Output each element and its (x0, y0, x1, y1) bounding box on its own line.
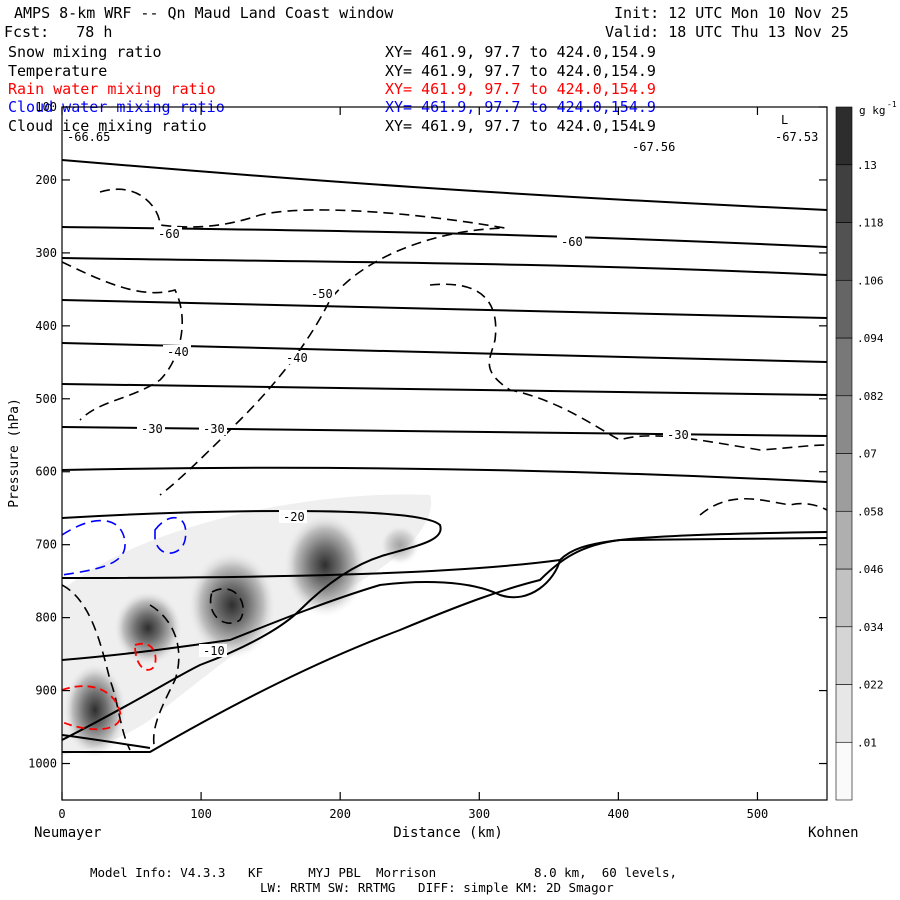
field-temperature-xy: XY= 461.9, 97.7 to 424.0,154.9 (385, 62, 656, 80)
y-tick-label: 900 (35, 684, 57, 698)
colorbar-unit: g kg (859, 104, 886, 117)
colorbar-label: .022 (857, 679, 884, 692)
colorbar-label: .046 (857, 563, 884, 576)
isotherm-label: -60 (158, 227, 180, 241)
colorbar: .01 .022 .034 .046 .058 .07 .082 .094 .106 .118 .1… (835, 106, 884, 801)
isotherm-label: -50 (311, 287, 333, 301)
y-tick-label: 500 (35, 392, 57, 406)
x-axis: 0 100 200 300 400 500 (58, 107, 768, 821)
x-tick-label: 0 (58, 807, 65, 821)
x-endpoint-right: Kohnen (808, 825, 859, 841)
colorbar-swatch (835, 106, 853, 166)
colorbar-swatch (835, 279, 853, 339)
isotherm-label: -60 (561, 235, 583, 249)
field-rain-xy: XY= 461.9, 97.7 to 424.0,154.9 (385, 80, 656, 98)
low-value: -67.53 (775, 130, 818, 144)
field-temperature: Temperature (8, 62, 108, 80)
colorbar-unit-exponent: -1 (887, 100, 897, 109)
plot-frame (61, 106, 828, 801)
colorbar-swatch (835, 164, 853, 223)
colorbar-swatch (835, 568, 853, 628)
cloud-ice-contours (62, 188, 827, 751)
isotherm-label: -40 (286, 351, 308, 365)
colorbar-label: .13 (857, 159, 877, 172)
field-snow-xy: XY= 461.9, 97.7 to 424.0,154.9 (385, 43, 656, 61)
colorbar-swatch (835, 395, 853, 454)
colorbar-swatch (835, 626, 853, 685)
colorbar-label: .082 (857, 390, 884, 403)
low-letter: L (781, 113, 788, 127)
x-axis-title: Distance (km) (393, 825, 503, 841)
chart-title: AMPS 8-km WRF -- Qn Maud Land Coast wind… (14, 4, 394, 22)
x-tick-label: 400 (608, 807, 630, 821)
x-endpoint-left: Neumayer (34, 825, 101, 841)
colorbar-swatch (835, 741, 853, 801)
colorbar-label: .034 (857, 621, 884, 634)
x-tick-label: 100 (190, 807, 212, 821)
y-axis-title: Pressure (hPa) (7, 398, 22, 508)
x-tick-label: 200 (329, 807, 351, 821)
isotherm-label: -30 (141, 422, 163, 436)
colorbar-label: .106 (857, 274, 884, 287)
x-tick-label: 500 (747, 807, 769, 821)
rain-water-contours (62, 642, 157, 731)
y-tick-label: 200 (35, 173, 57, 187)
colorbar-swatch (835, 684, 853, 743)
isotherm-label: -30 (667, 428, 689, 442)
terrain-profile (62, 537, 827, 753)
y-tick-label: 300 (35, 246, 57, 260)
colorbar-swatch (835, 510, 853, 570)
snow-mixing-ratio-shading (63, 513, 420, 758)
valid-time: Valid: 18 UTC Thu 13 Nov 25 (605, 23, 849, 41)
colorbar-label: .07 (857, 448, 877, 461)
y-tick-label: 700 (35, 538, 57, 552)
field-snow: Snow mixing ratio (8, 43, 162, 61)
colorbar-label: .01 (857, 736, 877, 749)
isotherm-label: -20 (283, 510, 305, 524)
snow-envelope (62, 494, 432, 755)
init-time: Init: 12 UTC Mon 10 Nov 25 (614, 4, 849, 22)
model-info-line2: LW: RRTM SW: RRTMG DIFF: simple KM: 2D S… (260, 880, 614, 895)
cloud-water-contours (62, 516, 187, 576)
isotherm-label: -10 (203, 644, 225, 658)
x-tick-label: 300 (468, 807, 490, 821)
colorbar-swatch (835, 337, 853, 397)
snow-blob (283, 513, 367, 617)
isotherm-label: -40 (167, 345, 189, 359)
isotherm-label: -30 (203, 422, 225, 436)
snow-blob (113, 590, 183, 666)
snow-blob (63, 662, 127, 758)
model-info-line1: Model Info: V4.3.3 KF MYJ PBL Morrison 8… (90, 865, 677, 880)
snow-blob (187, 550, 277, 660)
y-tick-label: 600 (35, 465, 57, 479)
isotherms (62, 159, 827, 749)
low-value: -67.56 (632, 140, 675, 154)
colorbar-label: .118 (857, 217, 884, 230)
colorbar-label: .058 (857, 505, 884, 518)
field-cloud-ice: Cloud ice mixing ratio (8, 117, 207, 135)
colorbar-label: .094 (857, 332, 884, 345)
y-tick-label: 800 (35, 611, 57, 625)
y-tick-label: 1000 (28, 757, 57, 771)
y-tick-label: 400 (35, 319, 57, 333)
isotherm-labels: -60 -60 -50 -40 -40 -30 -30 -30 -20 -10 (137, 227, 691, 658)
field-cloud-water-xy: XY= 461.9, 97.7 to 424.0,154.9 (385, 98, 656, 116)
colorbar-swatch (835, 453, 853, 512)
colorbar-swatch (835, 222, 853, 281)
field-cloud-water: Cloud water mixing ratio (8, 98, 225, 116)
forecast-hour: Fcst: 78 h (4, 23, 113, 41)
field-cloud-ice-xy: XY= 461.9, 97.7 to 424.0,154.9 (385, 117, 656, 135)
field-rain: Rain water mixing ratio (8, 80, 216, 98)
snow-blob (380, 525, 420, 565)
